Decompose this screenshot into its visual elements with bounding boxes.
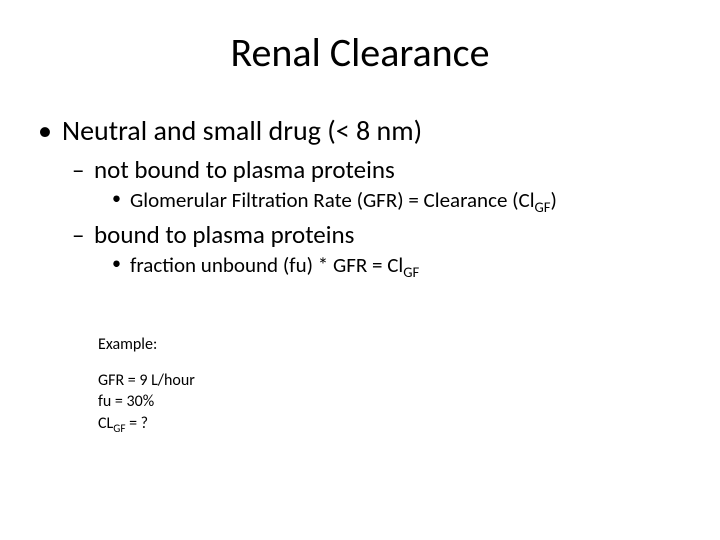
bullet-text: not bound to plasma proteins <box>94 154 395 185</box>
subscript: GF <box>403 263 419 281</box>
example-line: GFR = 9 L/hour <box>98 370 690 392</box>
example-line: fu = 30% <box>98 391 690 413</box>
slide-content: Neutral and small drug (< 8 nm) not boun… <box>0 87 720 434</box>
slide-title: Renal Clearance <box>0 0 720 87</box>
bullet-text-post: ) <box>551 187 557 213</box>
subscript: GF <box>113 422 125 436</box>
bullet-level2: bound to plasma proteins <box>72 219 690 250</box>
example-pre: CL <box>98 414 113 433</box>
bullet-level2: not bound to plasma proteins <box>72 154 690 185</box>
example-block: Example: GFR = 9 L/hour fu = 30% CLGF = … <box>38 284 690 434</box>
example-label: Example: <box>98 334 690 356</box>
slide: Renal Clearance Neutral and small drug (… <box>0 0 720 540</box>
subscript: GF <box>535 198 551 216</box>
bullet-text-pre: fraction unbound (fu) * GFR = Cl <box>130 252 403 278</box>
example-post: = ? <box>125 414 148 433</box>
bullet-text: bound to plasma proteins <box>94 219 354 250</box>
bullet-level3: Glomerular Filtration Rate (GFR) = Clear… <box>112 187 690 213</box>
example-line: CLGF = ? <box>98 413 690 435</box>
bullet-level1: Neutral and small drug (< 8 nm) <box>38 113 690 148</box>
bullet-text: Neutral and small drug (< 8 nm) <box>62 113 422 148</box>
bullet-text-pre: Glomerular Filtration Rate (GFR) = Clear… <box>130 187 535 213</box>
bullet-level3: fraction unbound (fu) * GFR = ClGF <box>112 252 690 278</box>
